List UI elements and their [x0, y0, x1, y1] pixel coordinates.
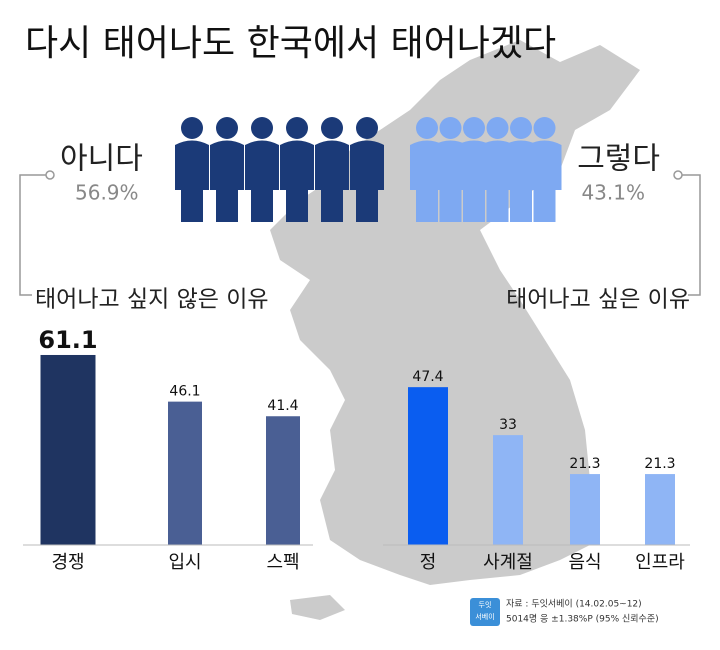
bracket	[19, 174, 50, 296]
figure-group	[410, 117, 562, 222]
figure-head	[321, 117, 343, 139]
source-line: 5014명 응 ±1.38%P (95% 신뢰수준)	[506, 614, 659, 625]
value-label: 41.4	[267, 398, 298, 414]
value-label: 21.3	[569, 456, 600, 472]
figure-body	[175, 140, 209, 222]
bar	[408, 387, 448, 545]
figure-head	[533, 117, 556, 139]
bracket	[678, 174, 701, 296]
value-label: 61.1	[38, 326, 97, 354]
figure-body	[210, 140, 244, 222]
bar	[493, 435, 523, 545]
source: 두잇 서베이 자료 : 두잇서베이 (14.02.05~12) 5014명 응 …	[470, 598, 659, 626]
figure-body	[245, 140, 279, 222]
bracket-dot	[673, 170, 683, 180]
answer-percent: 56.9%	[75, 181, 139, 205]
category-label: 인프라	[635, 552, 685, 573]
figure-head	[356, 117, 378, 139]
answer-percent: 43.1%	[581, 181, 645, 205]
figure-body	[315, 140, 349, 222]
figure-head	[181, 117, 203, 139]
figure-body	[280, 140, 314, 222]
logo-text: 두잇	[479, 600, 492, 609]
chart-title: 태어나고 싶지 않은 이유	[35, 287, 269, 313]
bar-charts: 태어나고 싶지 않은 이유 61.1 경쟁 46.1 입시 41.4 스펙 태어나고 싶은 이…	[23, 287, 690, 573]
value-label: 47.4	[412, 369, 443, 385]
figure-head	[216, 117, 238, 139]
bar	[570, 474, 600, 545]
title: 다시 태어나도 한국에서 태어나겠다	[25, 23, 556, 64]
figure-head	[416, 117, 438, 139]
chart-title: 태어나고 싶은 이유	[506, 287, 690, 313]
figure-head	[439, 117, 462, 139]
figure-head	[251, 117, 273, 139]
category-label: 경쟁	[51, 552, 84, 573]
figure-head	[486, 117, 509, 139]
category-label: 사계절	[483, 552, 533, 573]
figure-head	[463, 117, 485, 139]
figure-group	[175, 117, 384, 222]
source-line: 자료 : 두잇서베이 (14.02.05~12)	[506, 598, 642, 610]
bar	[168, 401, 202, 545]
poll: 아니다 56.9% 그렇다 43.1%	[19, 117, 701, 296]
bar	[266, 416, 300, 545]
answer-label: 그렇다	[577, 142, 660, 177]
value-label: 46.1	[169, 384, 200, 400]
figure-body	[527, 140, 562, 222]
logo	[470, 598, 500, 626]
figure-head	[286, 117, 308, 139]
category-label: 스펙	[266, 552, 299, 573]
value-label: 21.3	[644, 456, 675, 472]
figure-head	[510, 117, 532, 139]
bracket-dot	[45, 170, 55, 180]
bar	[645, 474, 675, 545]
category-label: 입시	[168, 552, 201, 573]
figure-body	[350, 140, 384, 222]
answer-label: 아니다	[60, 142, 143, 177]
category-label: 정	[420, 552, 437, 573]
category-label: 음식	[568, 552, 601, 573]
logo-text: 서베이	[475, 612, 494, 621]
bar	[40, 354, 96, 545]
value-label: 33	[499, 417, 517, 433]
